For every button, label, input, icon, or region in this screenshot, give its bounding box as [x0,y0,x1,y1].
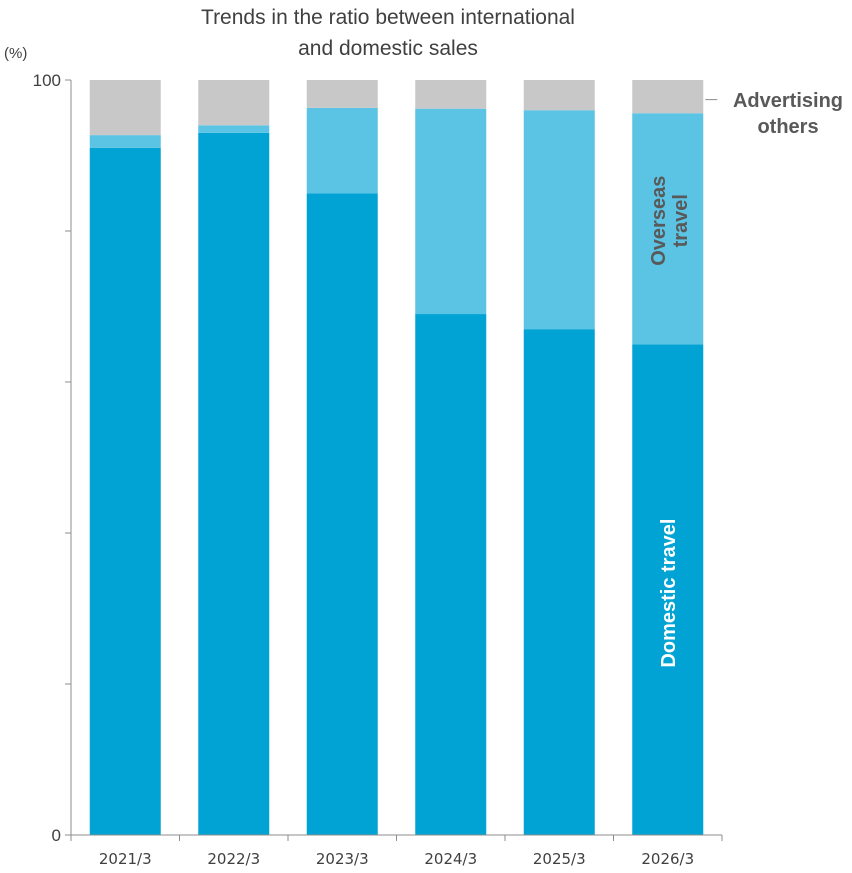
bars-layer [89,80,704,836]
x-tick-label: 2022/3 [207,850,260,868]
bar-segment-domestic-travel-6 [632,344,704,835]
bar-segment-domestic-travel-1 [89,147,161,835]
x-tick-label: 2023/3 [316,850,369,868]
x-tick-label: 2024/3 [424,850,477,868]
chart-title: Trends in the ratio between internationa… [201,6,575,60]
bar-segment-overseas-travel-5 [523,110,595,330]
advertising-others-label-line-2: others [757,116,818,138]
series-labels-layer: Advertising others Overseas travel Domestic … [648,90,843,668]
y-tick-label: 100 [33,71,61,90]
bar-segment-overseas-travel-4 [415,108,487,315]
x-tick-label: 2021/3 [99,850,152,868]
overseas-travel-label-line-1: Overseas [648,176,670,266]
advertising-others-label-line-1: Advertising [733,90,843,112]
bar-segment-domestic-travel-2 [198,132,270,836]
bar-segment-advertising-others-3 [306,80,378,108]
domestic-travel-label: Domestic travel [658,519,680,668]
bar-segment-overseas-travel-3 [306,107,378,194]
bar-segment-overseas-travel-1 [89,135,161,148]
bar-segment-advertising-others-6 [632,80,704,114]
bar-segment-domestic-travel-4 [415,314,487,835]
bar-segment-overseas-travel-6 [632,113,704,345]
bar-segment-domestic-travel-3 [306,193,378,835]
x-tick-label: 2026/3 [641,850,694,868]
bar-segment-advertising-others-5 [523,80,595,111]
bar-segment-advertising-others-1 [89,80,161,136]
bar-segment-advertising-others-2 [198,80,270,126]
y-tick-label: 0 [52,826,61,845]
bar-segment-overseas-travel-2 [198,125,270,133]
axes-layer: 0 100 2021/3 2022/3 2023/3 2024/3 2025/3 2026/3 [33,71,723,868]
y-axis-unit-label: (%) [4,45,27,62]
bar-segment-domestic-travel-5 [523,329,595,835]
x-tick-label: 2025/3 [533,850,586,868]
bar-segment-advertising-others-4 [415,80,487,109]
chart-title-line-2: and domestic sales [298,37,478,60]
overseas-travel-label-line-2: travel [670,194,692,247]
chart-title-line-1: Trends in the ratio between internationa… [201,6,575,29]
